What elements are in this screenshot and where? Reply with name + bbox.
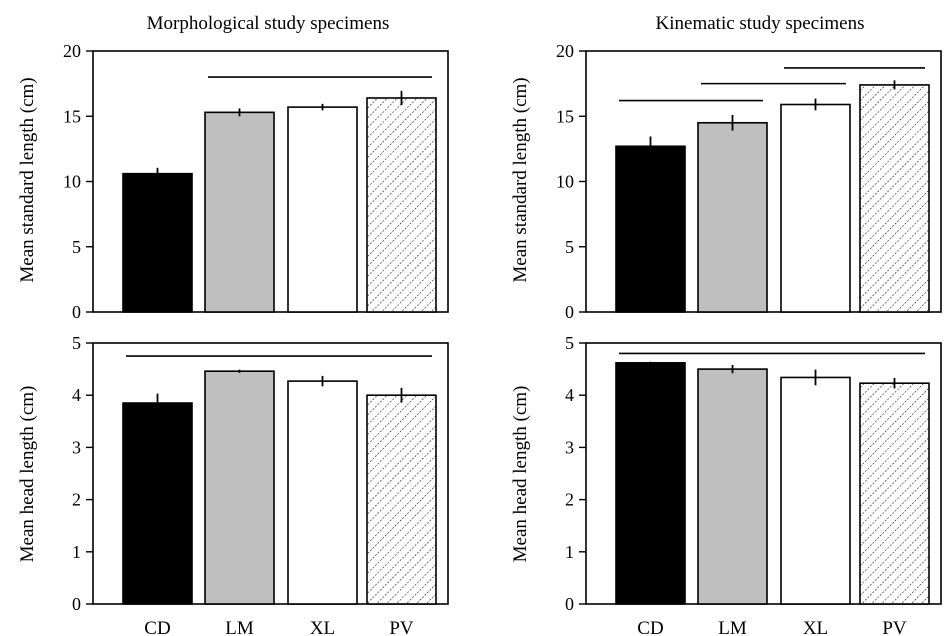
y-tick-label: 5 <box>565 237 574 257</box>
panel-top-left: 0 5 10 15 20 <box>63 41 449 322</box>
category-label-lm: LM <box>718 618 747 636</box>
y-tick-label: 20 <box>556 41 574 61</box>
category-label-xl: XL <box>803 618 828 636</box>
category-label-pv: PV <box>882 618 907 636</box>
bar-pv <box>859 382 930 605</box>
bar-lm <box>697 121 768 313</box>
bar-xl <box>780 376 851 605</box>
y-tick-label: 2 <box>565 490 574 510</box>
category-label-lm: LM <box>225 618 254 636</box>
left-column-title: Morphological study specimens <box>147 13 390 34</box>
bar-pv <box>366 97 437 313</box>
category-label-xl: XL <box>310 618 335 636</box>
y-tick-label: 0 <box>72 594 81 614</box>
bar-cd <box>122 172 193 313</box>
bar-xl <box>287 380 358 605</box>
y-tick-label: 4 <box>72 385 81 405</box>
y-tick-label: 15 <box>63 106 81 126</box>
bar-xl <box>287 106 358 313</box>
y-tick-label: 15 <box>556 106 574 126</box>
panel-bottom-right: 0 1 2 3 4 5 CD LM XL PV <box>565 333 942 636</box>
bar-cd <box>615 362 686 605</box>
bar-pv <box>859 84 930 313</box>
y-axis-label-top-right: Mean standard length (cm) <box>510 77 531 282</box>
y-tick-label: 5 <box>72 237 81 257</box>
category-label-cd: CD <box>144 618 170 636</box>
y-tick-label: 5 <box>72 333 81 353</box>
bar-cd <box>615 145 686 313</box>
category-label-pv: PV <box>389 618 414 636</box>
category-label-cd: CD <box>637 618 663 636</box>
y-tick-label: 1 <box>565 542 574 562</box>
right-column-title: Kinematic study specimens <box>656 13 865 34</box>
bar-pv <box>366 394 437 605</box>
y-tick-label: 2 <box>72 490 81 510</box>
y-tick-label: 3 <box>72 437 81 457</box>
bar-lm <box>204 370 275 605</box>
y-tick-label: 1 <box>72 542 81 562</box>
bar-xl <box>780 103 851 313</box>
bar-lm <box>697 368 768 605</box>
y-tick-label: 0 <box>565 302 574 322</box>
bar-cd <box>122 402 193 605</box>
y-tick-label: 3 <box>565 437 574 457</box>
panel-top-right: 0 5 10 15 20 <box>556 41 942 322</box>
panel-bottom-left: 0 1 2 3 4 5 CD LM XL PV <box>72 333 449 636</box>
y-axis-label-bottom-left: Mean head length (cm) <box>17 386 38 563</box>
y-tick-label: 0 <box>565 594 574 614</box>
y-tick-label: 0 <box>72 302 81 322</box>
y-tick-label: 10 <box>63 172 81 192</box>
y-axis-label-bottom-right: Mean head length (cm) <box>510 386 531 563</box>
y-tick-label: 5 <box>565 333 574 353</box>
y-tick-label: 10 <box>556 172 574 192</box>
y-tick-label: 4 <box>565 385 574 405</box>
bar-lm <box>204 111 275 313</box>
y-tick-label: 20 <box>63 41 81 61</box>
y-axis-label-top-left: Mean standard length (cm) <box>17 77 38 282</box>
